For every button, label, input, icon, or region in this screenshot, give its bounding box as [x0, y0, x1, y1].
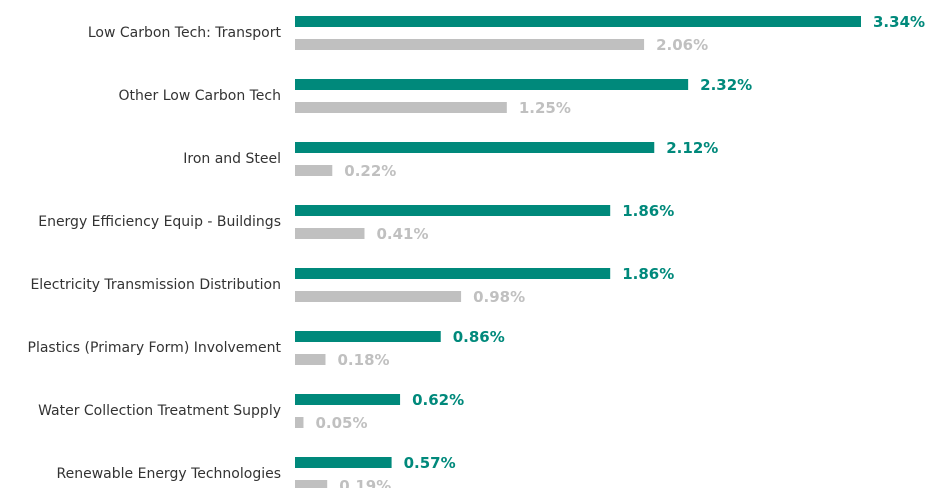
value-label: 1.86% [622, 265, 674, 283]
bar [295, 291, 462, 302]
value-label: 2.06% [656, 36, 708, 54]
value-label: 2.32% [700, 76, 752, 94]
category-label: Plastics (Primary Form) Involvement [28, 340, 282, 356]
bar [295, 417, 304, 428]
category-label: Iron and Steel [183, 151, 281, 167]
bar [295, 102, 507, 113]
bar [295, 394, 401, 405]
bar [295, 480, 328, 488]
value-label: 2.12% [666, 139, 718, 157]
bar [295, 354, 326, 365]
category-label: Renewable Energy Technologies [57, 466, 281, 482]
bar [295, 39, 645, 50]
value-label: 0.98% [473, 288, 525, 306]
bar [295, 228, 365, 239]
bar [295, 331, 441, 342]
value-label: 0.86% [453, 328, 505, 346]
value-label: 0.05% [315, 414, 367, 432]
value-label: 0.41% [376, 225, 428, 243]
value-label: 0.22% [344, 162, 396, 180]
bar [295, 79, 689, 90]
value-label: 1.86% [622, 202, 674, 220]
value-label: 0.57% [404, 454, 456, 472]
category-label: Energy Efficiency Equip - Buildings [38, 214, 281, 230]
category-label: Low Carbon Tech: Transport [88, 25, 282, 41]
bar [295, 16, 861, 27]
value-label: 0.62% [412, 391, 464, 409]
value-label: 0.19% [339, 477, 391, 488]
value-label: 3.34% [873, 13, 925, 31]
bar [295, 457, 392, 468]
value-label: 1.25% [519, 99, 571, 117]
category-label: Water Collection Treatment Supply [38, 403, 281, 419]
category-label: Electricity Transmission Distribution [30, 277, 281, 293]
bar [295, 165, 333, 176]
bar [295, 205, 611, 216]
category-label: Other Low Carbon Tech [119, 88, 281, 104]
bar [295, 142, 655, 153]
bar [295, 268, 611, 279]
value-label: 0.18% [338, 351, 390, 369]
